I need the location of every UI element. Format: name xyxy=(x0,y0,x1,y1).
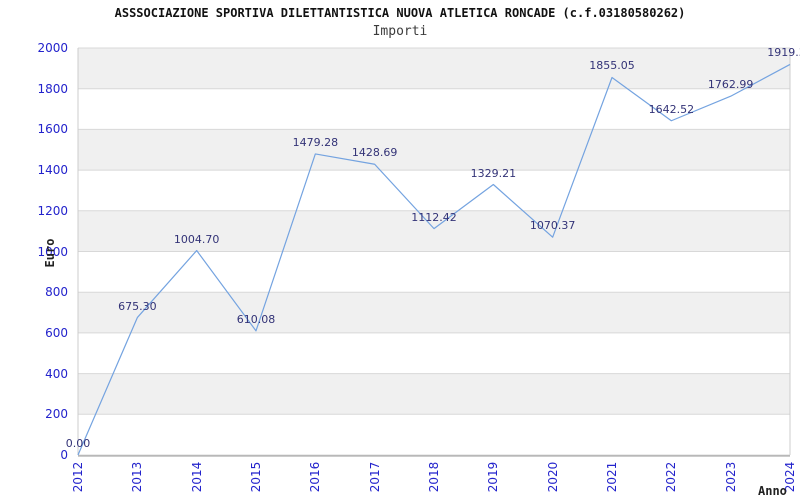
y-tick-label: 1600 xyxy=(37,122,68,137)
y-tick-label: 800 xyxy=(45,285,68,300)
y-tick-label: 1800 xyxy=(37,81,68,96)
chart-title: ASSSOCIAZIONE SPORTIVA DILETTANTISTICA N… xyxy=(114,6,686,20)
x-tick-label: 2020 xyxy=(545,461,560,493)
value-label: 1428.69 xyxy=(351,146,398,160)
y-tick-label: 2000 xyxy=(37,41,68,55)
x-tick-label: 2015 xyxy=(249,461,263,493)
x-axis-title: Anno xyxy=(758,484,787,498)
data-line xyxy=(77,63,791,456)
y-tick-label: 0 xyxy=(60,448,68,462)
y-tick-label: 1000 xyxy=(37,244,68,259)
value-label: 1479.28 xyxy=(292,135,339,149)
x-tick-label: 2012 xyxy=(71,461,85,493)
y-tick-label: 1400 xyxy=(37,163,68,178)
value-label: 1762.99 xyxy=(707,78,754,92)
value-label: 1642.52 xyxy=(648,102,695,116)
value-label: 1919.35 xyxy=(767,46,800,60)
x-tick-label: 2014 xyxy=(189,461,204,493)
value-label: 0.00 xyxy=(65,437,91,450)
plot-band xyxy=(78,292,790,333)
value-label: 1070.37 xyxy=(529,219,576,233)
y-tick-label: 600 xyxy=(45,325,68,340)
x-tick-label: 2021 xyxy=(605,461,619,493)
y-tick-label: 400 xyxy=(45,366,68,381)
plot-band xyxy=(78,373,790,415)
value-label: 1112.42 xyxy=(411,210,457,224)
x-tick-label: 2018 xyxy=(427,461,441,493)
y-tick-label: 1200 xyxy=(37,203,68,218)
x-tick-label: 2023 xyxy=(723,461,738,493)
plot-band xyxy=(78,210,790,252)
value-label: 1004.70 xyxy=(173,232,220,246)
plot-band xyxy=(78,129,790,171)
x-tick-label: 2019 xyxy=(486,461,501,493)
y-axis-title: Euro xyxy=(43,238,57,268)
x-tick-label: 2016 xyxy=(308,461,323,493)
chart-subtitle: Importi xyxy=(372,24,428,39)
y-tick-label: 200 xyxy=(45,407,68,422)
plot-band xyxy=(78,48,790,89)
x-tick-label: 2013 xyxy=(130,461,145,493)
value-label: 1855.05 xyxy=(589,59,635,73)
value-label: 610.08 xyxy=(236,312,276,326)
x-tick-label: 2022 xyxy=(664,461,679,493)
x-tick-label: 2017 xyxy=(367,461,382,493)
value-label: 1329.21 xyxy=(470,166,517,180)
value-label: 675.30 xyxy=(118,299,157,313)
